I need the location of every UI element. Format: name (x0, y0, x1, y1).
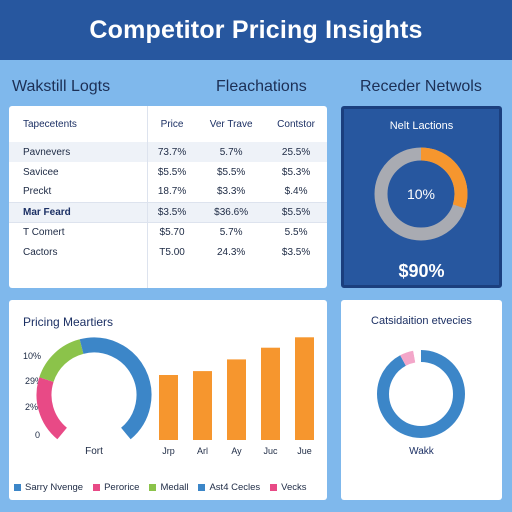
bar (261, 347, 280, 440)
bar (159, 375, 178, 440)
bar-category-label: Jue (297, 446, 312, 456)
column-header[interactable]: Contstor (277, 118, 315, 130)
legend-label: Medall (160, 481, 189, 493)
legend-item: Ast4 Cecles (198, 482, 260, 493)
bar-category-labels: Jrp Arl Ay Juc Jue (162, 446, 312, 456)
table-cell: $5.5% (265, 201, 327, 222)
legend-label: Sarry Nvenge (25, 481, 84, 493)
table-cell: $3.3% (216, 186, 246, 198)
legend-swatch (198, 483, 206, 491)
ring-segment (377, 350, 465, 438)
table-cell: $5.3% (281, 166, 311, 178)
pricing-table: Tapecetents Price Ver Trave Contstor Pav… (9, 106, 327, 262)
gauge-segment-blue (79, 337, 152, 440)
table-cell: 24.3% (216, 246, 246, 258)
bar-series (159, 337, 314, 440)
table-row[interactable]: Preckt 18.7% $3.3% $.4% (9, 182, 327, 202)
gauge-segment-green (39, 339, 84, 383)
title-bar: Competitor Pricing Insights (0, 0, 512, 60)
bar-category-label: Arl (197, 446, 208, 456)
table-cell: $3.5% (147, 201, 198, 222)
legend-label: Vecks (281, 481, 307, 493)
table-row[interactable]: Mar Feard $3.5% $36.6% $5.5% (9, 201, 327, 222)
donut-percent-label: 10% (407, 186, 435, 202)
donut-value-arc (374, 147, 468, 241)
table-row[interactable]: Pavnevers 73.7% 5.7% 25.5% (9, 142, 327, 162)
table-cell: $.4% (284, 186, 308, 198)
table-cell: $36.6% (197, 201, 266, 222)
table-cell: $5.5% (157, 166, 187, 178)
table-cell: 5.7% (197, 142, 266, 162)
ring-segment (377, 350, 465, 438)
legend-item: Medall (149, 482, 188, 493)
chart-title: Pricing Meartiers (23, 315, 114, 329)
column-divider (147, 106, 148, 288)
gauge-tick-label: 29% (25, 376, 43, 386)
row-label: Pavnevers (9, 142, 147, 162)
legend-item: Perorice (93, 482, 139, 493)
column-header[interactable]: Tapecetents (23, 118, 77, 130)
bar (295, 337, 314, 440)
gauge-chart (36, 337, 152, 440)
table-cell: $5.70 (147, 221, 198, 242)
table-cell: $3.5% (281, 246, 311, 258)
section-label-right: Receder Netwols (360, 78, 482, 95)
section-label-middle: Fleachations (216, 78, 307, 95)
legend-swatch (14, 483, 21, 491)
row-label: Savicee (23, 166, 59, 178)
donut-chart: 10% (374, 147, 468, 241)
chart-legend: Sarry Nvenge Perorice Medall Ast4 Cecles Vec… (14, 480, 307, 494)
bar-category-label: Juc (263, 446, 278, 456)
row-label: Cactors (23, 246, 58, 258)
gauge-label: Fort (85, 446, 103, 457)
ring-chart (377, 350, 465, 438)
gauge-segment-pink (36, 377, 68, 440)
table-header-row: Tapecetents Price Ver Trave Contstor (9, 106, 327, 142)
gauge-tick-label: 2% (25, 402, 38, 412)
ring-segments (377, 350, 465, 438)
table-row[interactable]: T Comert $5.70 5.7% 5.5% (9, 221, 327, 242)
bar-category-label: Ay (231, 446, 242, 456)
row-label: T Comert (9, 221, 147, 242)
legend-swatch (270, 483, 278, 491)
table-cell: 18.7% (157, 186, 187, 198)
legend-swatch (149, 483, 157, 491)
table-row[interactable]: Savicee $5.5% $5.5% $5.3% (9, 162, 327, 182)
row-label: Mar Feard (9, 201, 147, 222)
table-cell: $5.5% (216, 166, 246, 178)
table-body: Pavnevers 73.7% 5.7% 25.5% Savicee $5.5% $5.5%… (9, 142, 327, 262)
bar-category-label: Jrp (162, 446, 175, 456)
legend-label: Perorice (104, 481, 140, 493)
pricing-table-panel: Tapecetents Price Ver Trave Contstor Pav… (9, 106, 327, 288)
legend-label: Ast4 Cecles (209, 481, 261, 493)
catsidaition-card: Catsidaition etvecies Wakk (341, 300, 502, 500)
table-cell: T5.00 (159, 246, 185, 258)
table-cell: 5.5% (265, 221, 327, 242)
section-label-left: Wakstill Logts (12, 78, 111, 95)
table-row[interactable]: Cactors T5.00 24.3% $3.5% (9, 242, 327, 262)
card-title: Nelt Lactions (389, 120, 454, 132)
gauge-tick-label: 0 (35, 430, 40, 440)
row-label: Preckt (23, 186, 52, 198)
bar (193, 371, 212, 440)
gauge-tick-label: 10% (23, 351, 41, 361)
table-cell: 73.7% (147, 142, 198, 162)
ring-label: Wakk (409, 446, 434, 457)
table-cell: 25.5% (265, 142, 327, 162)
net-lactions-card: Nelt Lactions 10% $90% (341, 106, 502, 288)
table-cell: 5.7% (197, 221, 266, 242)
legend-swatch (93, 483, 101, 491)
price-value: $90% (398, 261, 445, 281)
page-title: Competitor Pricing Insights (89, 15, 423, 44)
column-header[interactable]: Price (160, 118, 184, 130)
pricing-chart: 10% 29% 2% 0 Fort Jrp Arl Ay Juc Jue (23, 337, 314, 457)
legend-item: Vecks (270, 481, 307, 493)
column-header[interactable]: Ver Trave (209, 118, 253, 130)
bar (227, 359, 246, 440)
legend-item: Sarry Nvenge (14, 482, 83, 493)
pricing-chart-panel: Pricing Meartiers 10% 29% 2% 0 Fort Jrp A… (9, 300, 327, 500)
card-title: Catsidaition etvecies (371, 315, 472, 327)
